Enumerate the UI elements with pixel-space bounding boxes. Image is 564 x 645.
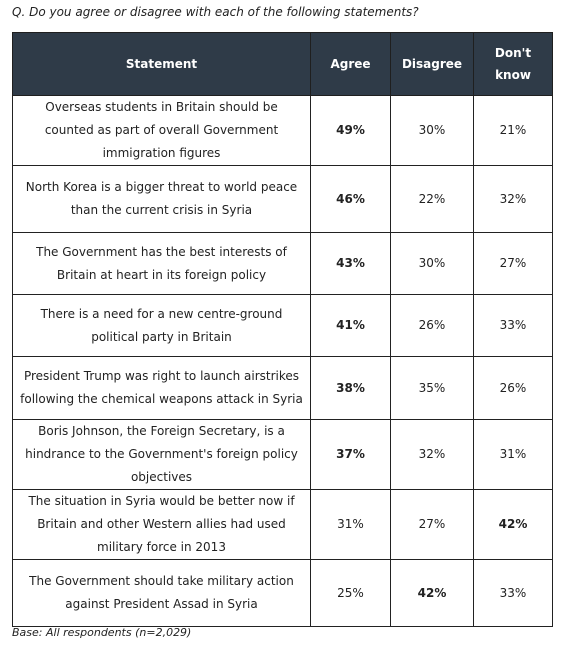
agree-cell: 37%: [310, 419, 391, 490]
statement-cell: The situation in Syria would be better n…: [12, 489, 311, 560]
table-row: There is a need for a new centre-ground …: [12, 294, 553, 357]
agree-cell: 31%: [310, 489, 391, 560]
table-row: The Government should take military acti…: [12, 559, 553, 627]
header-agree: Agree: [310, 32, 391, 96]
statement-cell: North Korea is a bigger threat to world …: [12, 165, 311, 233]
table-row: Boris Johnson, the Foreign Secretary, is…: [12, 419, 553, 490]
table-row: North Korea is a bigger threat to world …: [12, 165, 553, 233]
dont-know-cell: 31%: [473, 419, 553, 490]
dont-know-cell: 33%: [473, 559, 553, 627]
statement-cell: The Government should take military acti…: [12, 559, 311, 627]
question-text: Q. Do you agree or disagree with each of…: [12, 5, 419, 19]
agree-cell: 49%: [310, 95, 391, 166]
disagree-cell: 32%: [390, 419, 474, 490]
disagree-cell: 30%: [390, 232, 474, 295]
disagree-cell: 42%: [390, 559, 474, 627]
statement-cell: President Trump was right to launch airs…: [12, 356, 311, 420]
dont-know-cell: 33%: [473, 294, 553, 357]
statement-cell: Boris Johnson, the Foreign Secretary, is…: [12, 419, 311, 490]
agree-cell: 46%: [310, 165, 391, 233]
header-row: Statement Agree Disagree Don't know: [12, 32, 553, 96]
header-dont-know: Don't know: [473, 32, 553, 96]
table-row: President Trump was right to launch airs…: [12, 356, 553, 420]
dont-know-cell: 32%: [473, 165, 553, 233]
base-note: Base: All respondents (n=2,029): [12, 626, 192, 639]
table-row: The situation in Syria would be better n…: [12, 489, 553, 560]
table-row: Overseas students in Britain should be c…: [12, 95, 553, 166]
dont-know-cell: 26%: [473, 356, 553, 420]
disagree-cell: 22%: [390, 165, 474, 233]
agree-cell: 43%: [310, 232, 391, 295]
dont-know-cell: 21%: [473, 95, 553, 166]
header-disagree: Disagree: [390, 32, 474, 96]
header-statement: Statement: [12, 32, 311, 96]
disagree-cell: 35%: [390, 356, 474, 420]
agree-cell: 38%: [310, 356, 391, 420]
agree-cell: 25%: [310, 559, 391, 627]
statement-cell: There is a need for a new centre-ground …: [12, 294, 311, 357]
dont-know-cell: 27%: [473, 232, 553, 295]
disagree-cell: 27%: [390, 489, 474, 560]
disagree-cell: 26%: [390, 294, 474, 357]
table-row: The Government has the best interests of…: [12, 232, 553, 295]
disagree-cell: 30%: [390, 95, 474, 166]
statement-cell: The Government has the best interests of…: [12, 232, 311, 295]
statement-cell: Overseas students in Britain should be c…: [12, 95, 311, 166]
results-table: Statement Agree Disagree Don't know Over…: [12, 32, 553, 627]
dont-know-cell: 42%: [473, 489, 553, 560]
agree-cell: 41%: [310, 294, 391, 357]
